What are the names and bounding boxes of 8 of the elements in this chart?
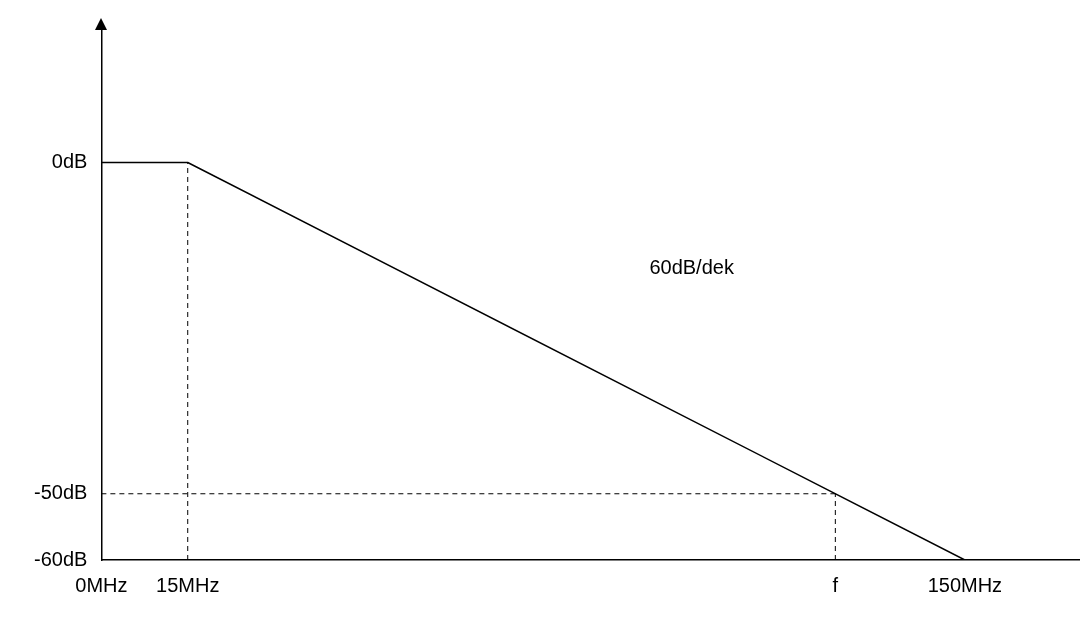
y-tick-label: -60dB: [33, 547, 88, 570]
y-tick-label: -50dB: [33, 481, 88, 504]
annotation: 60dB/dek: [649, 256, 735, 279]
x-tick-label: 0MHz: [75, 573, 128, 596]
y-tick-label: 0dB: [51, 150, 88, 173]
x-tick-label: 15MHz: [156, 573, 220, 596]
x-tick-label: f: [832, 573, 839, 596]
x-tick-label: 150MHz: [927, 573, 1003, 596]
